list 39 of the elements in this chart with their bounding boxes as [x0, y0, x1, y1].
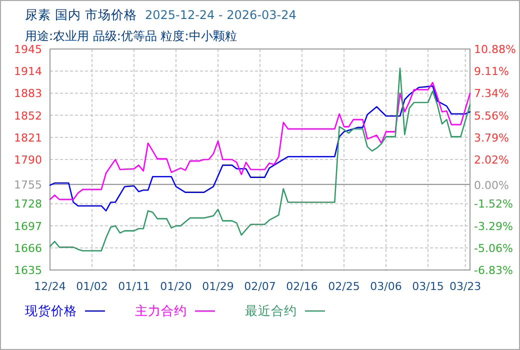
y-tick-label: 1790	[14, 154, 42, 166]
x-tick-label: 02/25	[328, 280, 360, 293]
x-tick-label: 01/11	[118, 280, 150, 293]
x-tick-label: 02/16	[286, 280, 318, 293]
y2-tick-label: 0.00%	[474, 178, 509, 192]
y2-tick-label: -1.52%	[474, 198, 513, 211]
y-tick-label: 1728	[14, 198, 42, 211]
chart-subtitle: 用途:农业用 品级:优等品 粒度:中小颗粒	[25, 29, 237, 43]
legend-label: 现货价格	[25, 303, 77, 318]
y2-tick-label: 10.88%	[474, 43, 516, 56]
chart-title: 尿素 国内 市场价格	[25, 7, 137, 22]
y2-tick-label: 3.79%	[474, 131, 509, 144]
y-tick-label: 1635	[14, 264, 42, 277]
x-tick-label: 03/06	[370, 280, 402, 293]
y2-tick-label: 9.11%	[474, 65, 509, 78]
y-tick-label: 1697	[14, 220, 42, 233]
y-tick-label: 1821	[14, 131, 42, 144]
y-tick-label: 1852	[14, 109, 42, 122]
x-tick-label: 01/02	[76, 280, 108, 293]
y2-tick-label: -3.29%	[474, 220, 513, 233]
legend-label: 最近合约	[245, 303, 297, 318]
y-tick-label: 1883	[14, 87, 42, 100]
legend-label: 主力合约	[135, 303, 187, 318]
y-tick-label: 1755	[14, 178, 42, 192]
x-tick-label: 02/07	[244, 280, 276, 293]
x-tick-label: 03/23	[449, 280, 482, 293]
y2-tick-label: -6.83%	[474, 264, 513, 277]
x-tick-label: 12/24	[34, 280, 66, 293]
text: 2025-12-24 - 2026-03-24	[144, 8, 296, 22]
y-tick-label: 1945	[14, 43, 42, 56]
y2-tick-label: 5.56%	[474, 109, 509, 122]
y2-tick-label: 7.34%	[474, 87, 509, 100]
x-tick-label: 03/15	[412, 280, 444, 293]
y-tick-label: 1914	[14, 65, 42, 78]
y2-tick-label: -5.06%	[474, 242, 513, 255]
x-tick-label: 01/20	[160, 280, 192, 293]
y-tick-label: 1666	[14, 242, 42, 255]
y2-tick-label: 2.02%	[474, 154, 509, 167]
x-tick-label: 01/29	[202, 280, 234, 293]
